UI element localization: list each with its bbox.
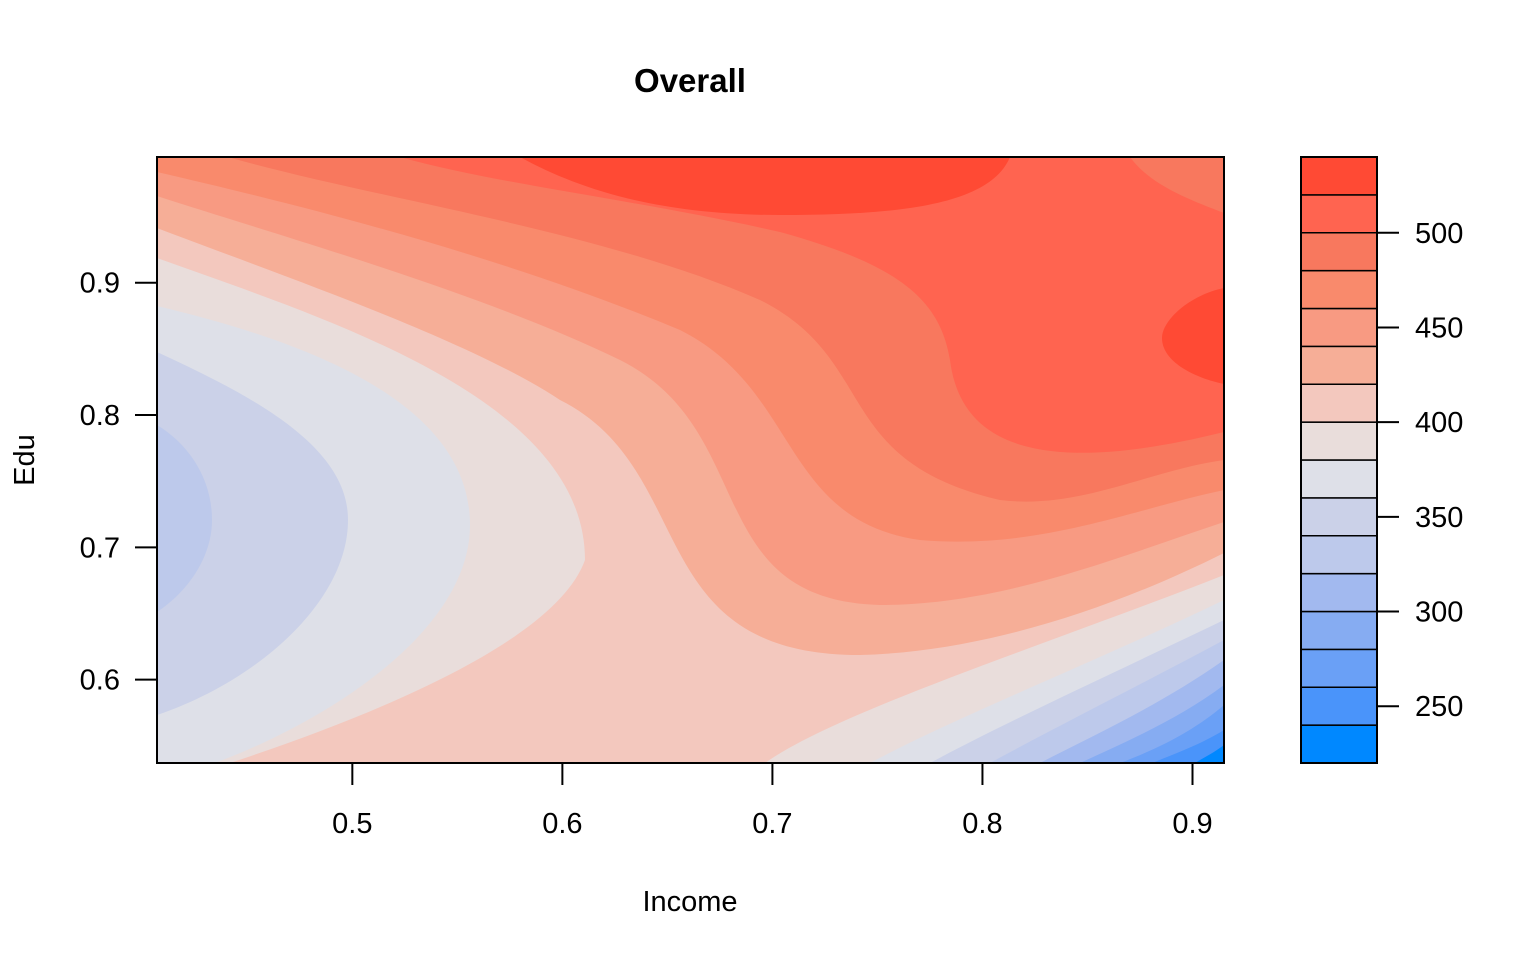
x-axis: 0.5 0.6 0.7 0.8 0.9 [332, 763, 1213, 840]
x-axis-label: Income [642, 886, 737, 918]
x-tick-label: 0.8 [962, 808, 1002, 840]
contour-band-320-340 [157, 425, 212, 612]
colorbar-swatch [1300, 724, 1378, 764]
colorbar-frame [1300, 156, 1378, 764]
colorbar-swatch [1300, 686, 1378, 726]
colorbar-tick-label: 500 [1415, 218, 1463, 250]
x-tick-label: 0.9 [1172, 808, 1212, 840]
colorbar-swatch [1300, 156, 1378, 196]
contour-band-480-500-topright [1130, 157, 1224, 213]
colorbar-swatch [1300, 307, 1378, 348]
colorbar-swatch [1300, 194, 1378, 234]
y-tick-label: 0.8 [80, 400, 120, 432]
y-axis: 0.6 0.7 0.8 0.9 [80, 268, 157, 697]
colorbar-swatch [1300, 610, 1378, 651]
chart-title: Overall [634, 62, 746, 99]
contour-band-520-540-right [1162, 288, 1224, 384]
contour-band-500-520 [400, 157, 1224, 453]
colorbar-swatch [1300, 497, 1378, 537]
contour-band-340-360 [157, 352, 348, 715]
x-tick-label: 0.6 [542, 808, 582, 840]
contour-field [157, 157, 1224, 763]
colorbar-swatch [1300, 269, 1378, 310]
y-axis-label: Edu [9, 434, 41, 486]
contour-band-520-540-top [520, 157, 1010, 215]
contour-band-240-260-br [1152, 730, 1224, 763]
colorbar-tick-label: 350 [1415, 502, 1463, 534]
colorbar-swatch [1300, 383, 1378, 423]
colorbar-swatch [1300, 345, 1378, 385]
contour-band-220-240-br [1195, 745, 1224, 763]
y-tick-label: 0.7 [80, 532, 120, 564]
y-tick-label: 0.6 [80, 665, 120, 697]
x-tick-label: 0.7 [752, 808, 792, 840]
colorbar: 250 300 350 400 450 500 [1300, 156, 1463, 764]
x-tick-label: 0.5 [332, 808, 372, 840]
colorbar-tick-label: 450 [1415, 312, 1463, 344]
colorbar-swatch [1300, 232, 1378, 272]
colorbar-tick-label: 250 [1415, 691, 1463, 723]
colorbar-swatch [1300, 421, 1378, 461]
colorbar-swatch [1300, 572, 1378, 613]
colorbar-swatch [1300, 648, 1378, 688]
colorbar-swatch [1300, 459, 1378, 499]
colorbar-tick-label: 300 [1415, 597, 1463, 629]
colorbar-tick-label: 400 [1415, 407, 1463, 439]
plot-frame [156, 156, 1225, 764]
colorbar-swatch [1300, 535, 1378, 575]
y-tick-label: 0.9 [80, 268, 120, 300]
